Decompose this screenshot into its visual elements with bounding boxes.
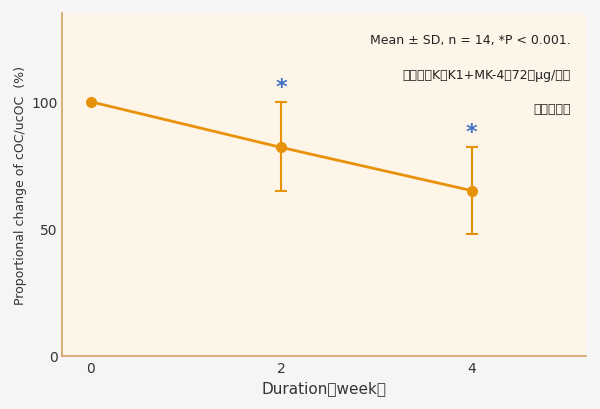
Text: ビタミンK（K1+MK-4）72（μg/日）: ビタミンK（K1+MK-4）72（μg/日） [402, 69, 571, 81]
Text: Mean ± SD, n = 14, *P < 0.001.: Mean ± SD, n = 14, *P < 0.001. [370, 34, 571, 47]
X-axis label: Duration（week）: Duration（week） [262, 380, 387, 395]
Text: *: * [466, 123, 478, 143]
Text: １カ月摄取: １カ月摄取 [533, 103, 571, 116]
Text: *: * [275, 77, 287, 97]
Y-axis label: Proportional change of cOC/ucOC  (%): Proportional change of cOC/ucOC (%) [14, 65, 27, 304]
